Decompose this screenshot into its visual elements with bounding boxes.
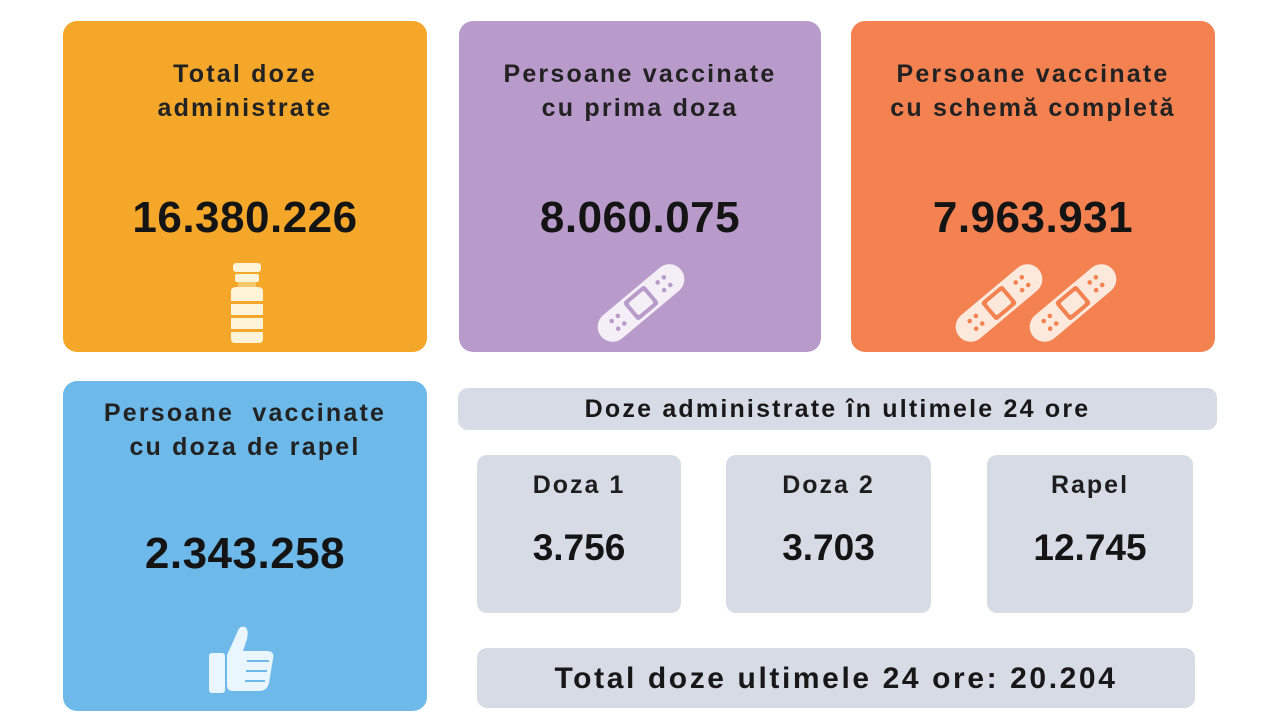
booster-title: Persoane vaccinate cu doza de rapel: [103, 399, 387, 461]
booster-24h-value: 12.745: [1033, 527, 1147, 568]
first-dose-card: Persoane vaccinate cu prima doza 8.060.0…: [459, 21, 821, 352]
total-24h-bar: Total doze ultimele 24 ore: 20.204: [477, 648, 1195, 708]
total-doses-value: 16.380.226: [132, 193, 358, 242]
booster-24h-label: Rapel: [1050, 471, 1130, 499]
double-bandage-icon: [955, 263, 1117, 348]
first-dose-title: Persoane vaccinate cu prima doza: [503, 60, 777, 122]
total-doses-title: Total doze administrate: [157, 60, 333, 122]
bandage-icon: [597, 263, 685, 348]
dose2-24h-label: Doza 2: [782, 471, 875, 499]
dose1-24h-card: Doza 1 3.756: [477, 455, 681, 613]
full-scheme-card: Persoane vaccinate cu schemă completă 7.…: [851, 21, 1215, 352]
dose1-24h-value: 3.756: [532, 527, 626, 568]
thumbs-up-icon: [203, 621, 283, 706]
booster-value: 2.343.258: [144, 529, 346, 578]
full-scheme-value: 7.963.931: [932, 193, 1134, 242]
dose2-24h-card: Doza 2 3.703: [726, 455, 931, 613]
total-doses-card: Total doze administrate 16.380.226: [63, 21, 427, 352]
last-24h-header: Doze administrate în ultimele 24 ore: [458, 388, 1217, 430]
booster-card: Persoane vaccinate cu doza de rapel 2.34…: [63, 381, 427, 711]
full-scheme-title: Persoane vaccinate cu schemă completă: [890, 60, 1176, 122]
vial-icon: [225, 263, 269, 348]
booster-24h-card: Rapel 12.745: [987, 455, 1193, 613]
first-dose-value: 8.060.075: [539, 193, 741, 242]
dose1-24h-label: Doza 1: [532, 471, 626, 499]
dose2-24h-value: 3.703: [782, 527, 875, 568]
